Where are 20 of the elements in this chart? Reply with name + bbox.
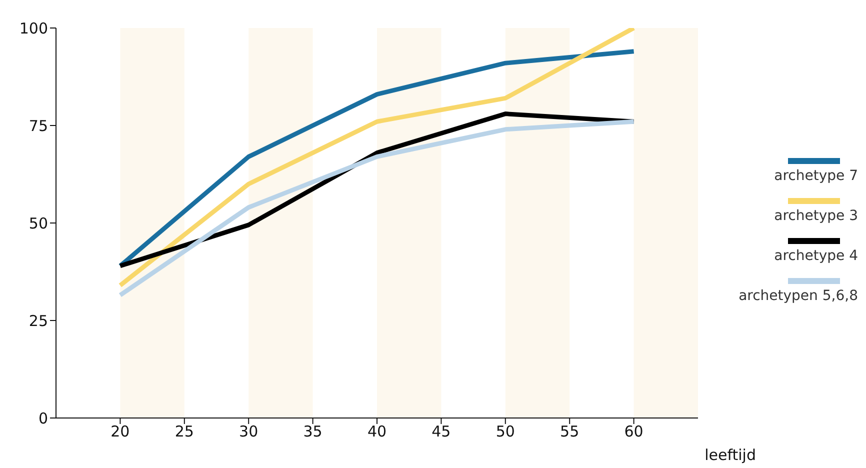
legend-label: archetype 3 — [774, 208, 858, 224]
y-tick-label: 50 — [28, 214, 48, 232]
x-tick-label: 55 — [560, 422, 580, 441]
x-tick-label: 20 — [110, 422, 130, 441]
x-tick-label: 45 — [432, 422, 451, 441]
x-tick-label: 25 — [174, 422, 194, 441]
legend-label: archetypen 5,6,8 — [738, 288, 858, 304]
x-tick-label: 40 — [367, 422, 387, 441]
x-tick-label: 60 — [624, 422, 644, 441]
x-tick-label: 50 — [496, 422, 515, 441]
x-axis-title: leeftijd — [704, 446, 756, 464]
y-tick-label: 0 — [38, 409, 48, 428]
legend-label: archetype 4 — [774, 248, 858, 264]
y-tick-label: 25 — [28, 312, 48, 330]
line-series — [118, 28, 636, 288]
x-tick-label: 35 — [303, 422, 322, 441]
y-tick-label: 100 — [19, 19, 48, 38]
x-tick-label: 30 — [239, 422, 258, 441]
legend-label: archetype 7 — [774, 168, 858, 184]
y-tick-label: 75 — [28, 116, 48, 135]
